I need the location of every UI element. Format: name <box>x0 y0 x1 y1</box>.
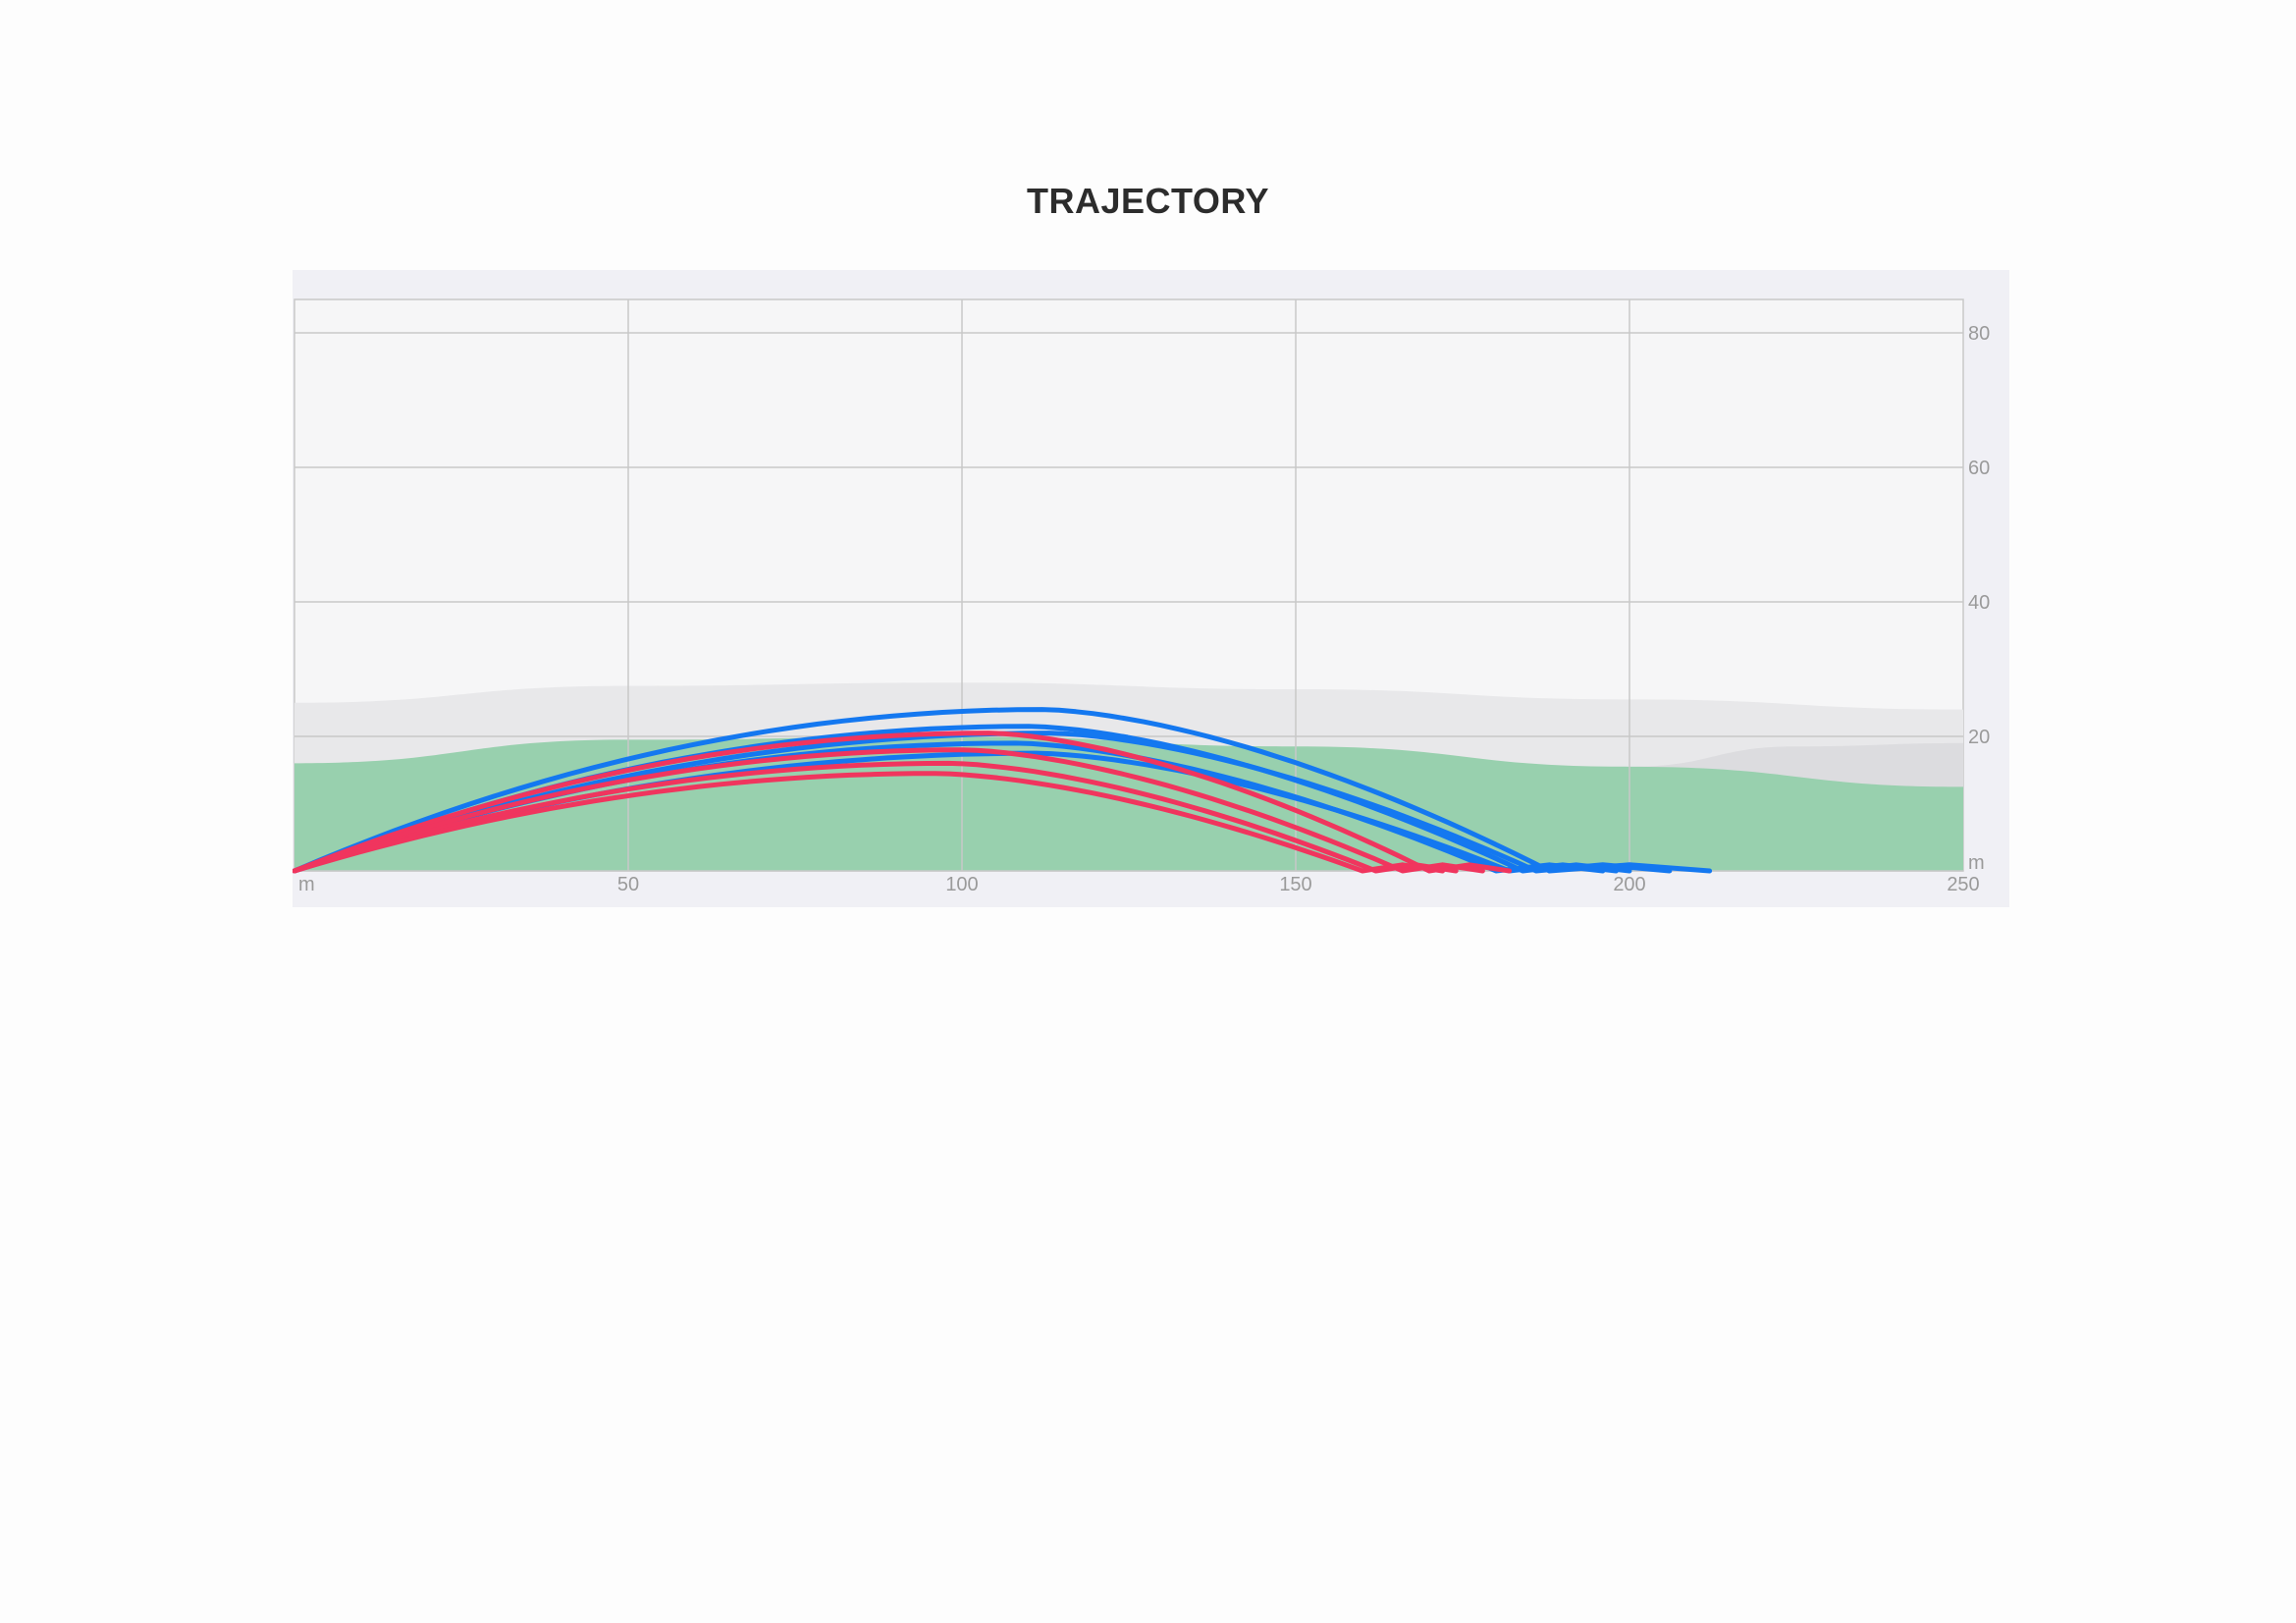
shot-trajectory-line <box>293 730 1513 874</box>
x-tick-label: 100 <box>945 874 978 895</box>
fairway-area <box>294 736 1963 871</box>
y-tick-label: 60 <box>1968 458 1990 479</box>
x-tick-label: 150 <box>1279 874 1311 895</box>
y-unit-label: m <box>1968 852 1985 874</box>
shot-trajectory-line <box>293 760 1459 874</box>
y-tick-label: 40 <box>1968 592 1990 614</box>
shot-lines <box>293 707 1713 874</box>
x-tick-label: 250 <box>1947 874 1979 895</box>
shot-trajectory-line <box>293 707 1713 874</box>
shot-trajectory-line <box>293 747 1485 874</box>
page-title: TRAJECTORY <box>1026 181 1270 221</box>
trajectory-chart: 50 100 150 200 250 m 20 40 60 80 m <box>293 270 2009 907</box>
shot-trajectory-line <box>293 730 1673 874</box>
x-tick-label: 50 <box>617 874 639 895</box>
shot-trajectory-line <box>293 771 1446 874</box>
y-tick-label: 20 <box>1968 727 1990 748</box>
x-tick-label: 200 <box>1613 874 1645 895</box>
y-tick-label: 80 <box>1968 323 1990 345</box>
x-unit-label: m <box>298 874 315 895</box>
